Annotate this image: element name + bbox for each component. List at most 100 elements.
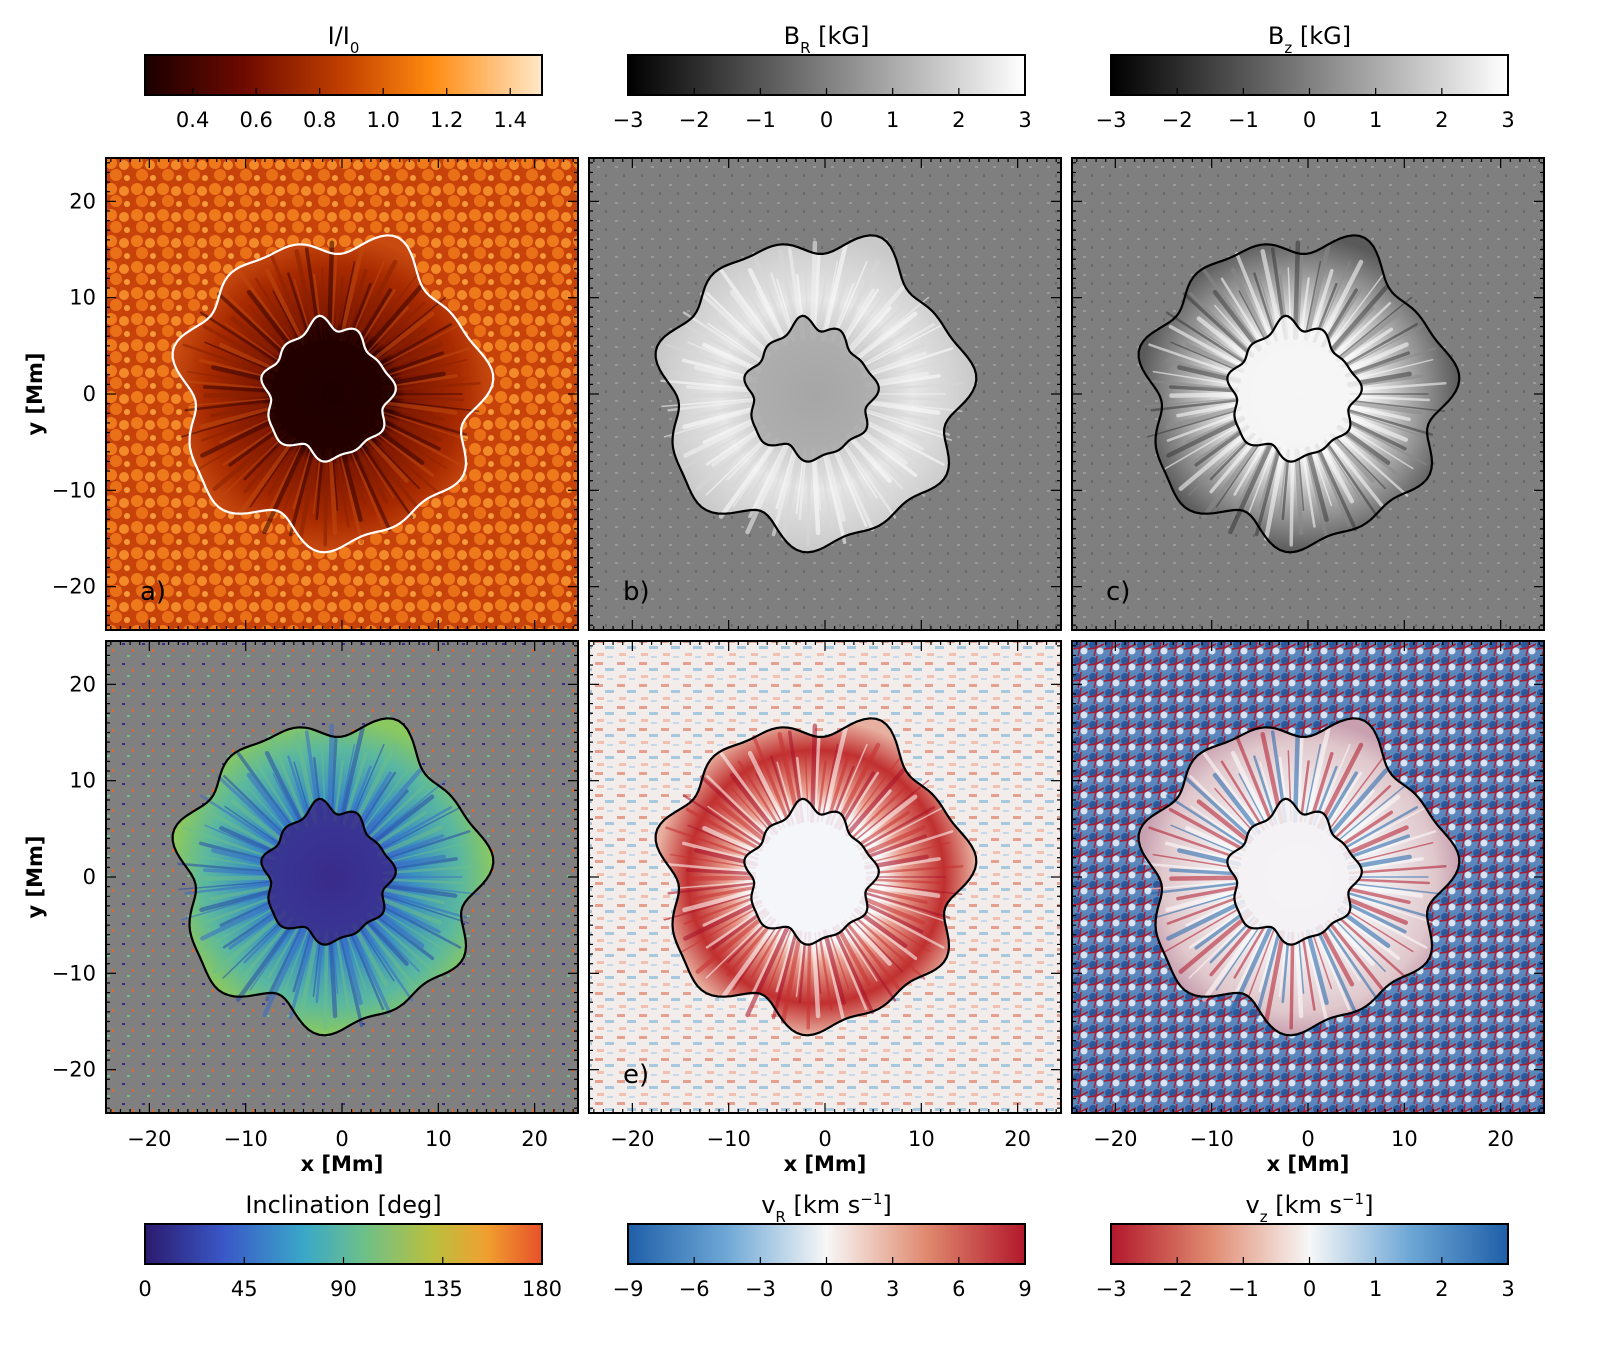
filament [821, 726, 848, 825]
filament [855, 327, 911, 365]
filament [711, 908, 767, 950]
filament [682, 888, 759, 913]
filament [199, 405, 276, 430]
filament [1230, 267, 1272, 346]
filament [1316, 742, 1364, 830]
filament [254, 760, 300, 831]
filament [705, 915, 771, 979]
filament [1209, 918, 1259, 977]
colorbar-tick-label: 3 [886, 1277, 899, 1301]
filament [1342, 806, 1427, 852]
filament [713, 316, 769, 362]
filament [363, 916, 409, 966]
filament [853, 311, 918, 362]
filament [1201, 920, 1263, 1002]
filament [236, 752, 297, 834]
filament [1315, 926, 1358, 1015]
filament [1334, 913, 1409, 980]
filament [378, 351, 445, 377]
colorbar-tick-label: −1 [1228, 108, 1259, 132]
filament [222, 907, 283, 949]
filament [360, 756, 419, 833]
filament [381, 841, 468, 865]
filament [862, 347, 954, 378]
filament [1315, 443, 1358, 532]
filament [382, 865, 481, 875]
filament [1169, 875, 1240, 881]
filament [348, 444, 385, 528]
x-tick-label: −20 [1093, 1127, 1137, 1151]
colorbar-title: Bz [kG] [1268, 22, 1351, 57]
filament [326, 723, 335, 823]
filament [377, 896, 443, 925]
filament [1176, 402, 1240, 418]
filament [859, 419, 945, 466]
filament [853, 296, 930, 360]
filament [745, 926, 790, 1018]
filament [687, 341, 760, 373]
filament [377, 413, 443, 442]
filament [851, 913, 926, 980]
filament [328, 448, 338, 536]
filament [1344, 834, 1411, 860]
filament [661, 880, 756, 891]
filament [1346, 891, 1434, 919]
filament [863, 404, 928, 422]
penumbra-contour [171, 717, 495, 1037]
filament [1176, 885, 1240, 901]
filament [827, 446, 850, 507]
filament [1294, 931, 1304, 1019]
x-tick-label: 0 [1301, 1127, 1314, 1151]
y-tick-label: 0 [83, 382, 96, 406]
colorbar-tick-label: −1 [1228, 1277, 1259, 1301]
filament [835, 441, 872, 504]
penumbral-filaments [1143, 240, 1447, 547]
filament [376, 342, 443, 374]
colorbar-tick-label: −2 [679, 108, 710, 132]
filament [1348, 395, 1431, 402]
filament [1342, 342, 1409, 374]
filament [203, 868, 274, 876]
filament [1310, 446, 1333, 507]
filament [732, 439, 780, 508]
filament [1235, 251, 1275, 344]
filament [1347, 358, 1434, 382]
filament [360, 273, 419, 350]
filament [683, 412, 759, 442]
filament [333, 277, 344, 340]
filament [1303, 260, 1322, 340]
filament [1168, 807, 1246, 852]
filament [726, 918, 776, 977]
filament [1322, 771, 1363, 831]
filament [832, 443, 875, 532]
filament [297, 447, 320, 541]
filament [775, 929, 796, 993]
filament [860, 413, 926, 442]
filament [381, 358, 468, 382]
filament [382, 395, 465, 402]
umbra-region [744, 315, 879, 462]
filament [222, 915, 288, 979]
filament [224, 805, 282, 846]
filament [1188, 424, 1249, 466]
filament [745, 443, 790, 535]
filament [811, 448, 821, 536]
filament [858, 806, 935, 851]
filament [859, 900, 924, 934]
filament [699, 292, 771, 358]
filament [1202, 269, 1263, 351]
filament [344, 446, 367, 507]
filament [200, 899, 280, 941]
filament [747, 750, 789, 829]
filament [352, 441, 389, 504]
filament [267, 441, 301, 496]
filament [235, 920, 297, 1002]
filament [212, 427, 287, 491]
filament [202, 807, 280, 852]
filament [1253, 272, 1278, 342]
filament [292, 929, 313, 993]
filament [376, 417, 441, 451]
filament [737, 277, 783, 348]
filament [816, 760, 827, 823]
colorbar-tick-label: 45 [231, 1277, 258, 1301]
